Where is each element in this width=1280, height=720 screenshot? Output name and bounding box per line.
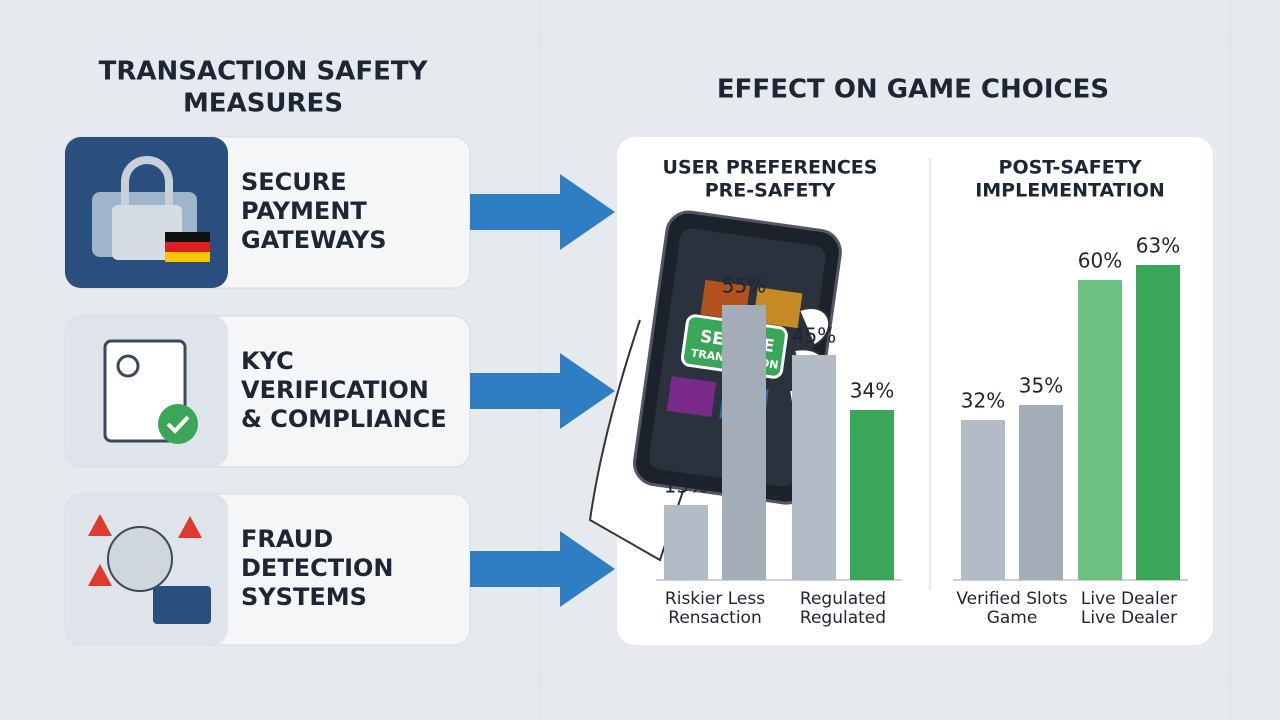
chart-subtitle: POST-SAFETY	[999, 157, 1142, 179]
bar	[664, 505, 708, 580]
flag	[165, 232, 210, 242]
icon-lock	[121, 156, 173, 207]
measure-label: & COMPLIANCE	[241, 405, 447, 433]
value-label: 32%	[961, 389, 1005, 413]
bar	[1136, 265, 1180, 580]
bar	[961, 420, 1005, 580]
bar	[850, 410, 894, 580]
icon-warning	[88, 514, 202, 586]
value-label: 34%	[850, 379, 894, 403]
icon-user	[116, 354, 140, 378]
icon-screen	[153, 586, 211, 624]
measure-label: KYC	[241, 347, 294, 375]
category-label: Regulated	[800, 589, 886, 609]
icon-lock	[112, 205, 182, 260]
category-label: Riskier Less	[665, 589, 765, 609]
measure-label: SYSTEMS	[241, 583, 367, 611]
measure-label: FRAUD	[241, 525, 333, 553]
chart-subtitle: IMPLEMENTATION	[975, 180, 1165, 202]
arrow	[470, 174, 615, 250]
value-label: 60%	[1078, 249, 1122, 273]
icon-check	[158, 404, 198, 444]
left-title: MEASURES	[183, 89, 343, 119]
bar	[792, 355, 836, 580]
icon-brain	[107, 526, 173, 592]
category-label: Live Dealer	[1081, 589, 1177, 609]
measure-label: VERIFICATION	[241, 376, 429, 404]
measure-label: DETECTION	[241, 554, 393, 582]
category-label: Rensaction	[668, 608, 761, 628]
value-label: 35%	[1019, 374, 1063, 398]
bar	[1078, 280, 1122, 580]
arrow	[470, 353, 615, 429]
value-label: 63%	[1136, 234, 1180, 258]
value-label: 15%	[664, 474, 708, 498]
category-label: Verified Slots	[956, 589, 1067, 609]
measure-label: GATEWAYS	[241, 226, 387, 254]
measure-label: PAYMENT	[241, 197, 367, 225]
bar	[1019, 405, 1063, 580]
category-label: Live Dealer	[1081, 608, 1177, 628]
chart-subtitle: PRE-SAFETY	[705, 180, 836, 202]
category-label: Game	[987, 608, 1038, 628]
flag	[165, 252, 210, 262]
value-label: 55%	[722, 274, 766, 298]
left-title: TRANSACTION SAFETY	[99, 57, 429, 87]
chart-subtitle: USER PREFERENCES	[663, 157, 878, 179]
bar	[722, 305, 766, 580]
measure-label: SECURE	[241, 168, 347, 196]
icon-check	[166, 415, 190, 434]
flag	[165, 242, 210, 252]
value-label: 45%	[792, 324, 836, 348]
arrow	[470, 531, 615, 607]
right-title: EFFECT ON GAME CHOICES	[717, 75, 1109, 105]
category-label: Regulated	[800, 608, 886, 628]
